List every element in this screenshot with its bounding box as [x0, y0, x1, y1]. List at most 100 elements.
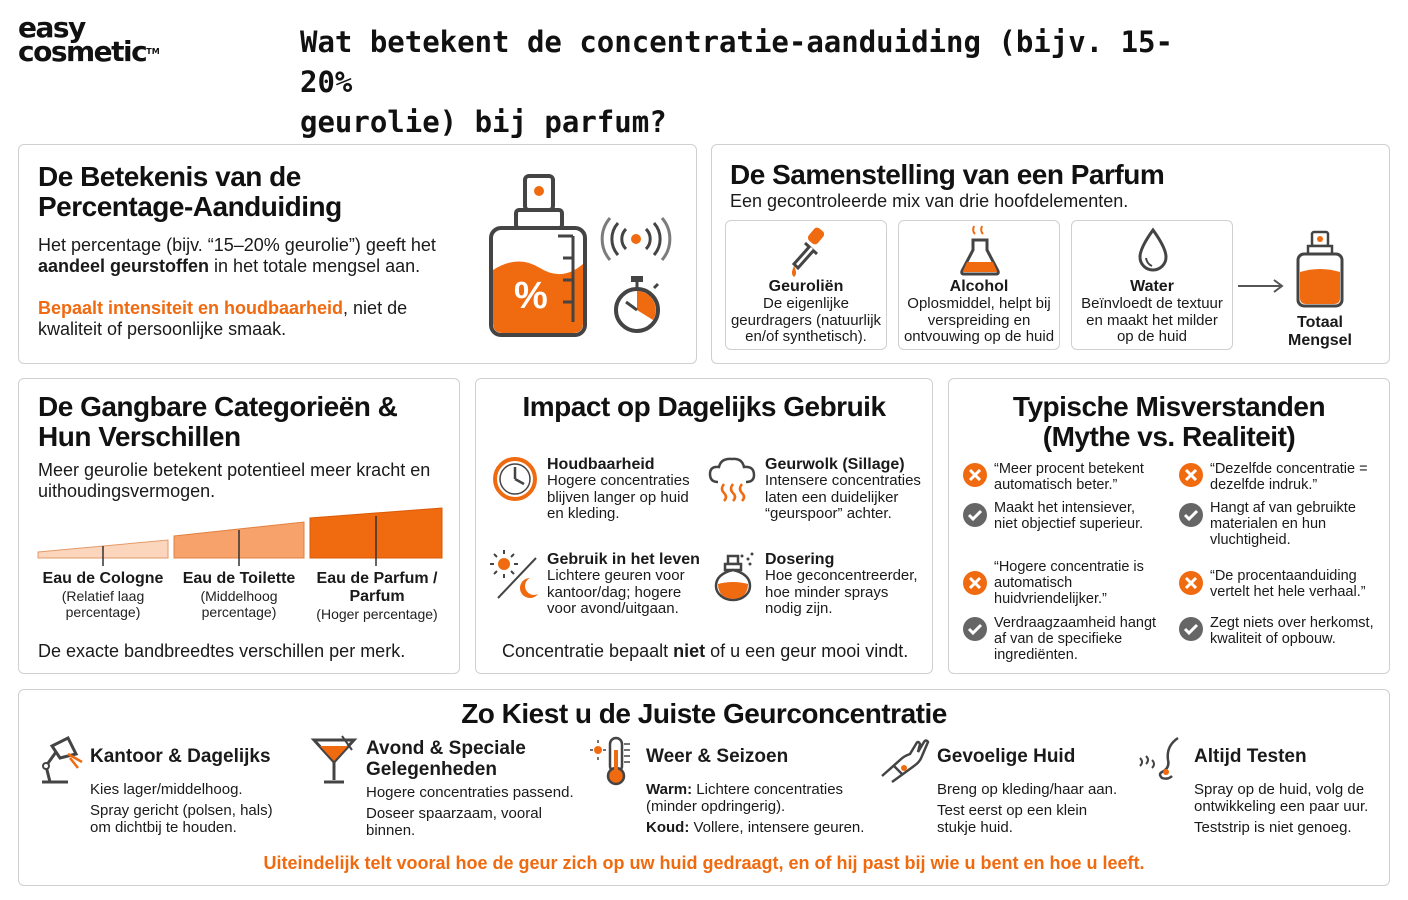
- card-water-line1: Beïnvloedt de textuur: [1081, 295, 1223, 312]
- myth-x-icon: [963, 571, 987, 595]
- reality-1: Maakt het intensiever, niet objectief su…: [994, 500, 1174, 532]
- category-parfum: Eau de Parfum / Parfum (Hoger percentage…: [306, 570, 448, 622]
- brand-line2: cosmeticTM: [18, 38, 160, 66]
- myth-4-line2: vertelt het hele verhaal.”: [1210, 584, 1366, 600]
- betekenis-text-line4: kwaliteit of persoonlijke smaak.: [38, 319, 287, 339]
- kiezen-huid-line1: Breng op kleding/haar aan.: [937, 781, 1118, 798]
- betekenis-text-line2: aandeel geurstoffen in het totale mengse…: [38, 256, 478, 277]
- impact-gebruik-title: Gebruik in het leven: [547, 551, 700, 568]
- kiezen-weer-desc: Warm: Lichtere concentraties (minder opd…: [646, 781, 871, 836]
- betekenis-title: De Betekenis van de Percentage-Aanduidin…: [38, 162, 342, 222]
- impact-dosering-line1: Hoe geconcentreerder,: [765, 567, 918, 584]
- myth-2: “Dezelfde concentratie = dezelfde indruk…: [1210, 461, 1388, 493]
- water-drop-icon: [1138, 227, 1168, 272]
- kiezen-huid-line2: Test eerst op een klein: [937, 802, 1088, 819]
- brand-logo: easy cosmeticTM: [18, 14, 160, 66]
- category-parfum-sub: (Hoger percentage): [316, 606, 438, 622]
- misverstanden-title-line1: Typische Misverstanden: [1012, 391, 1326, 422]
- kiezen-kantoor-desc: Kies lager/middelhoog. Spray gericht (po…: [90, 781, 300, 836]
- impact-dosering-line2: hoe minder sprays: [765, 583, 889, 601]
- myth-3-line1: “Hogere concentratie is: [994, 559, 1144, 575]
- card-alcohol: [898, 220, 1060, 350]
- reality-3-line1: Verdraagzaamheid hangt: [994, 615, 1157, 631]
- card-alcohol-line3: ontvouwing op de huid: [903, 328, 1055, 345]
- reality-3: Verdraagzaamheid hangt af van de specifi…: [994, 615, 1174, 663]
- impact-houdbaarheid-line1: Hogere concentraties: [547, 472, 690, 489]
- myth-2-line1: “Dezelfde concentratie =: [1210, 461, 1368, 477]
- card-water-text: Water Beïnvloedt de textuur en maakt het…: [1071, 278, 1233, 346]
- clock-icon: [493, 457, 537, 501]
- samenstelling-title: De Samenstelling van een Parfum: [730, 159, 1165, 190]
- panel-kiezen: [18, 689, 1390, 886]
- total-label: Totaal Mengsel: [1270, 314, 1370, 350]
- reality-1-line2: niet objectief superieur.: [994, 516, 1144, 532]
- kiezen-weer-warm-text: Lichtere concentraties: [692, 781, 844, 798]
- betekenis-text-line3: Bepaalt intensiteit en houdbaarheid, nie…: [38, 298, 478, 319]
- impact-sillage-line1: Intensere concentraties: [765, 472, 921, 489]
- total-bottle-icon: [1296, 230, 1344, 308]
- total-label-line2: Mengsel: [1287, 332, 1352, 349]
- impact-gebruik-line3: voor avond/uitgaan.: [547, 600, 679, 617]
- kiezen-weer-koud-label: Koud:: [646, 819, 690, 836]
- kiezen-weer-warm-label: Warm:: [646, 781, 693, 798]
- reality-2-line1: Hangt af van gebruikte: [1210, 500, 1356, 516]
- card-geurolien-text: Geuroliën De eigenlijke geurdragers (nat…: [725, 278, 887, 346]
- card-alcohol-text: Alcohol Oplosmiddel, helpt bij verspreid…: [898, 278, 1060, 346]
- kiezen-avond-line3: binnen.: [366, 822, 416, 839]
- betekenis-title-line2: Percentage-Aanduiding: [38, 191, 342, 222]
- concentration-ramp-chart: [37, 507, 443, 566]
- kiezen-kantoor: Kantoor & Dagelijks: [90, 746, 300, 767]
- reality-check-icon: [963, 617, 987, 641]
- card-geurolien-line3: en/of synthetisch).: [745, 328, 867, 345]
- impact-sillage: Geurwolk (Sillage) Intensere concentrati…: [765, 456, 930, 523]
- cloud-scent-icon: [708, 457, 756, 502]
- kiezen-weer-title: Weer & Seizoen: [646, 746, 789, 767]
- reality-check-icon: [963, 503, 987, 527]
- category-cologne-sub1: (Relatief laag: [61, 588, 145, 604]
- reality-3-line3: ingrediënten.: [994, 647, 1078, 663]
- betekenis-rest: in het totale mengsel aan.: [209, 256, 421, 276]
- panel-impact: [475, 378, 933, 674]
- myth-x-icon: [963, 463, 987, 487]
- wrist-icon: [881, 739, 930, 784]
- flask-icon: [960, 225, 1000, 276]
- myth-x-icon: [1179, 571, 1203, 595]
- cocktail-icon: [310, 735, 358, 784]
- myth-1-line2: automatisch beter.”: [994, 477, 1118, 493]
- desk-lamp-icon: [42, 735, 83, 784]
- misverstanden-title: Typische Misverstanden (Mythe vs. Realit…: [948, 392, 1390, 452]
- impact-footer: Concentratie bepaalt niet of u een geur …: [502, 641, 908, 662]
- impact-dosering-title: Dosering: [765, 551, 835, 568]
- category-toilette-sub1: (Middelhoog: [200, 588, 278, 604]
- reality-4-line2: kwaliteit of opbouw.: [1210, 631, 1336, 647]
- card-water-title: Water: [1130, 278, 1174, 295]
- kiezen-kantoor-line3: om dichtbij te houden.: [90, 819, 237, 836]
- kiezen-testen-desc: Spray op de huid, volg de ontwikkeling e…: [1194, 781, 1384, 836]
- kiezen-huid: Gevoelige Huid: [937, 746, 1137, 767]
- category-parfum-name2: Parfum: [349, 588, 405, 605]
- kiezen-avond-line2: Doseer spaarzaam, vooral: [366, 805, 542, 822]
- impact-title: Impact op Dagelijks Gebruik: [522, 391, 886, 422]
- kiezen-weer: Weer & Seizoen: [646, 746, 866, 767]
- kiezen-testen-line3: Teststrip is niet genoeg.: [1194, 819, 1352, 836]
- kiezen-testen-title: Altijd Testen: [1194, 746, 1307, 767]
- impact-sillage-line3: “geurspoor” achter.: [765, 505, 892, 522]
- kiezen-avond-title1: Avond & Speciale: [366, 738, 526, 759]
- impact-footer-a: Concentratie bepaalt: [502, 641, 674, 661]
- betekenis-title-line1: De Betekenis van de: [38, 161, 301, 192]
- betekenis-text-line1: Het percentage (bijv. “15–20% geurolie”)…: [38, 235, 436, 255]
- card-geurolien-line1: De eigenlijke: [763, 295, 849, 312]
- category-parfum-name1: Eau de Parfum /: [316, 570, 438, 587]
- card-alcohol-line2: verspreiding en: [927, 311, 1031, 329]
- myth-4: “De procentaanduiding vertelt het hele v…: [1210, 568, 1388, 600]
- impact-sillage-title: Geurwolk (Sillage): [765, 456, 905, 473]
- bottle-percent-symbol: %: [514, 275, 548, 317]
- betekenis-bold: aandeel geurstoffen: [38, 256, 210, 276]
- myth-3: “Hogere concentratie is automatisch huid…: [994, 559, 1174, 607]
- categorieen-footer: De exacte bandbreedtes verschillen per m…: [38, 641, 406, 661]
- kiezen-title: Zo Kiest u de Juiste Geurconcentratie: [461, 698, 947, 729]
- kiezen-huid-title: Gevoelige Huid: [937, 746, 1076, 767]
- broadcast-icon: [600, 217, 672, 261]
- category-toilette: Eau de Toilette (Middelhoog percentage): [172, 570, 306, 620]
- impact-houdbaarheid-title: Houdbaarheid: [547, 456, 655, 473]
